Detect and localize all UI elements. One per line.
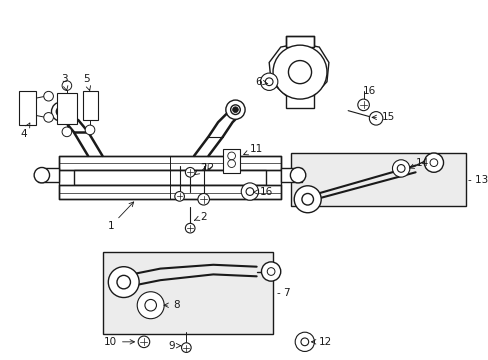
Text: 16: 16 [362, 86, 375, 96]
Text: 9: 9 [168, 341, 181, 351]
Circle shape [34, 167, 49, 183]
Text: - 7: - 7 [276, 288, 290, 298]
Circle shape [357, 99, 368, 111]
Text: 14: 14 [409, 158, 428, 168]
Polygon shape [59, 156, 280, 170]
Circle shape [368, 112, 382, 125]
Circle shape [272, 45, 326, 99]
Text: 1: 1 [107, 202, 133, 231]
Circle shape [137, 292, 164, 319]
Text: 10: 10 [103, 337, 134, 347]
Bar [102, 252, 272, 334]
Text: 16: 16 [253, 186, 272, 197]
Text: 11: 11 [243, 144, 263, 155]
Circle shape [62, 127, 72, 137]
Circle shape [51, 102, 71, 121]
Circle shape [241, 183, 258, 200]
Circle shape [185, 223, 195, 233]
Circle shape [290, 167, 305, 183]
Bar [19, 91, 36, 125]
Polygon shape [74, 170, 266, 185]
Circle shape [108, 267, 139, 297]
Text: 15: 15 [371, 112, 394, 122]
Circle shape [232, 107, 238, 113]
Polygon shape [268, 43, 328, 101]
Polygon shape [285, 36, 314, 47]
Circle shape [44, 113, 53, 122]
Circle shape [294, 186, 321, 213]
Bar [291, 153, 465, 206]
Circle shape [424, 153, 443, 172]
Circle shape [181, 343, 191, 352]
Circle shape [260, 73, 277, 90]
Bar [223, 149, 240, 173]
Text: - 13: - 13 [467, 175, 487, 185]
Bar [83, 91, 98, 120]
Polygon shape [285, 95, 314, 108]
Polygon shape [59, 185, 280, 199]
Text: 12: 12 [311, 337, 332, 347]
Circle shape [85, 125, 95, 135]
Polygon shape [38, 168, 59, 182]
Text: 4: 4 [20, 123, 30, 139]
Text: 2: 2 [194, 212, 206, 222]
Circle shape [225, 100, 244, 119]
Circle shape [198, 193, 209, 205]
Circle shape [295, 332, 314, 351]
Circle shape [392, 160, 409, 177]
Circle shape [138, 336, 149, 348]
Text: 3: 3 [61, 74, 68, 90]
Circle shape [44, 91, 53, 101]
Text: 6: 6 [255, 77, 267, 87]
Text: 12: 12 [202, 163, 215, 174]
Circle shape [185, 167, 195, 177]
Polygon shape [280, 168, 301, 182]
Circle shape [174, 192, 184, 201]
Text: 8: 8 [163, 300, 179, 310]
Bar [57, 93, 76, 124]
Text: 2: 2 [194, 163, 206, 175]
Text: 5: 5 [82, 74, 90, 90]
Circle shape [261, 262, 280, 281]
Circle shape [62, 81, 72, 90]
